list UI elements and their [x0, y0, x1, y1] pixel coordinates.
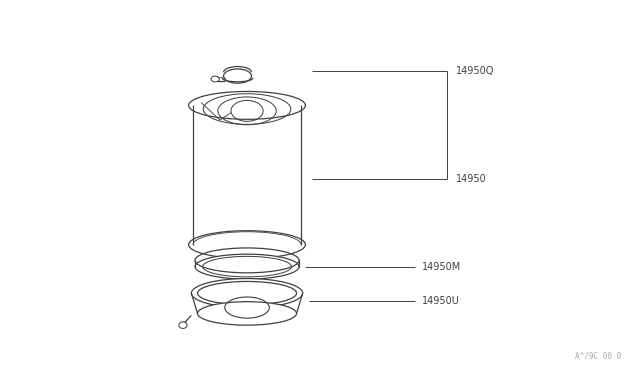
Text: 14950U: 14950U	[422, 296, 460, 307]
Text: 14950M: 14950M	[422, 262, 461, 272]
Ellipse shape	[198, 302, 296, 325]
Ellipse shape	[223, 69, 252, 83]
Ellipse shape	[195, 254, 299, 279]
Ellipse shape	[191, 279, 303, 308]
Text: A^/9C 00 0: A^/9C 00 0	[575, 351, 621, 360]
Text: 14950: 14950	[456, 174, 487, 184]
Text: 14950Q: 14950Q	[456, 65, 495, 76]
